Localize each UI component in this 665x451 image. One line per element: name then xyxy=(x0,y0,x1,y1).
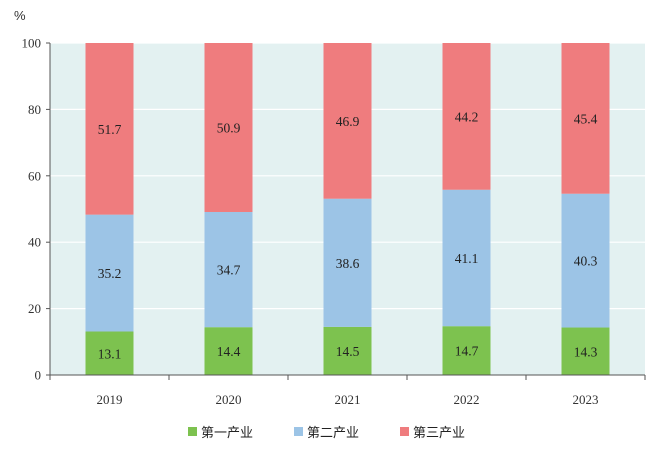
bar-segment xyxy=(85,331,134,375)
data-label: 14.3 xyxy=(574,344,598,359)
data-label: 40.3 xyxy=(574,254,598,269)
data-labels: 13.1 35.2 51.7 14.4 34.7 50.9 14.5 38.6 46.9 14.7… xyxy=(98,109,598,361)
data-label: 41.1 xyxy=(455,251,479,266)
bar-segment xyxy=(85,214,134,332)
bar-segment xyxy=(323,198,372,327)
y-tick-label: 80 xyxy=(28,102,41,117)
bar-segment xyxy=(442,189,491,327)
data-label: 45.4 xyxy=(574,111,598,126)
data-label: 35.2 xyxy=(98,266,122,281)
bar-segment xyxy=(85,43,134,215)
bars xyxy=(85,43,610,375)
bar-segment xyxy=(204,327,253,375)
legend-label: 第二产业 xyxy=(307,426,359,441)
bar-segment xyxy=(442,326,491,375)
legend-label: 第三产业 xyxy=(413,426,465,441)
y-tick-label: 60 xyxy=(28,168,41,183)
bar-segment xyxy=(561,193,610,328)
data-label: 50.9 xyxy=(217,120,241,135)
bar-segment xyxy=(204,211,253,328)
y-tick-label: 40 xyxy=(28,235,41,250)
y-axis-unit: % xyxy=(14,8,26,23)
x-tick-label: 2022 xyxy=(454,392,480,407)
data-label: 34.7 xyxy=(217,263,241,278)
y-tick-label: 0 xyxy=(35,368,42,383)
legend: 第一产业 第二产业 第三产业 xyxy=(188,426,465,441)
bar-segment xyxy=(561,43,610,194)
data-label: 14.5 xyxy=(336,344,360,359)
legend-item: 第三产业 xyxy=(400,426,465,441)
data-label: 14.7 xyxy=(455,344,479,359)
y-axis-ticks: 0 20 40 60 80 100 xyxy=(22,36,50,383)
x-tick-label: 2021 xyxy=(335,392,361,407)
x-tick-label: 2019 xyxy=(97,392,123,407)
x-tick-label: 2020 xyxy=(216,392,242,407)
bar-segment xyxy=(204,43,253,212)
data-label: 13.1 xyxy=(98,346,122,361)
y-tick-label: 20 xyxy=(28,301,41,316)
bar-segment xyxy=(323,326,372,375)
bar-segment xyxy=(323,43,372,199)
legend-label: 第一产业 xyxy=(201,426,253,441)
data-label: 44.2 xyxy=(455,109,479,124)
y-tick-label: 100 xyxy=(22,36,42,51)
data-label: 38.6 xyxy=(336,256,360,271)
bar-segment xyxy=(442,43,491,190)
legend-swatch xyxy=(188,427,197,436)
data-label: 46.9 xyxy=(336,114,360,129)
x-tick-label: 2023 xyxy=(573,392,599,407)
legend-item: 第一产业 xyxy=(188,426,253,441)
legend-item: 第二产业 xyxy=(294,426,359,441)
legend-swatch xyxy=(400,427,409,436)
bar-segment xyxy=(561,327,610,375)
data-label: 51.7 xyxy=(98,122,122,137)
data-label: 14.4 xyxy=(217,344,241,359)
x-axis-ticks: 2019 2020 2021 2022 2023 xyxy=(49,375,646,407)
legend-swatch xyxy=(294,427,303,436)
